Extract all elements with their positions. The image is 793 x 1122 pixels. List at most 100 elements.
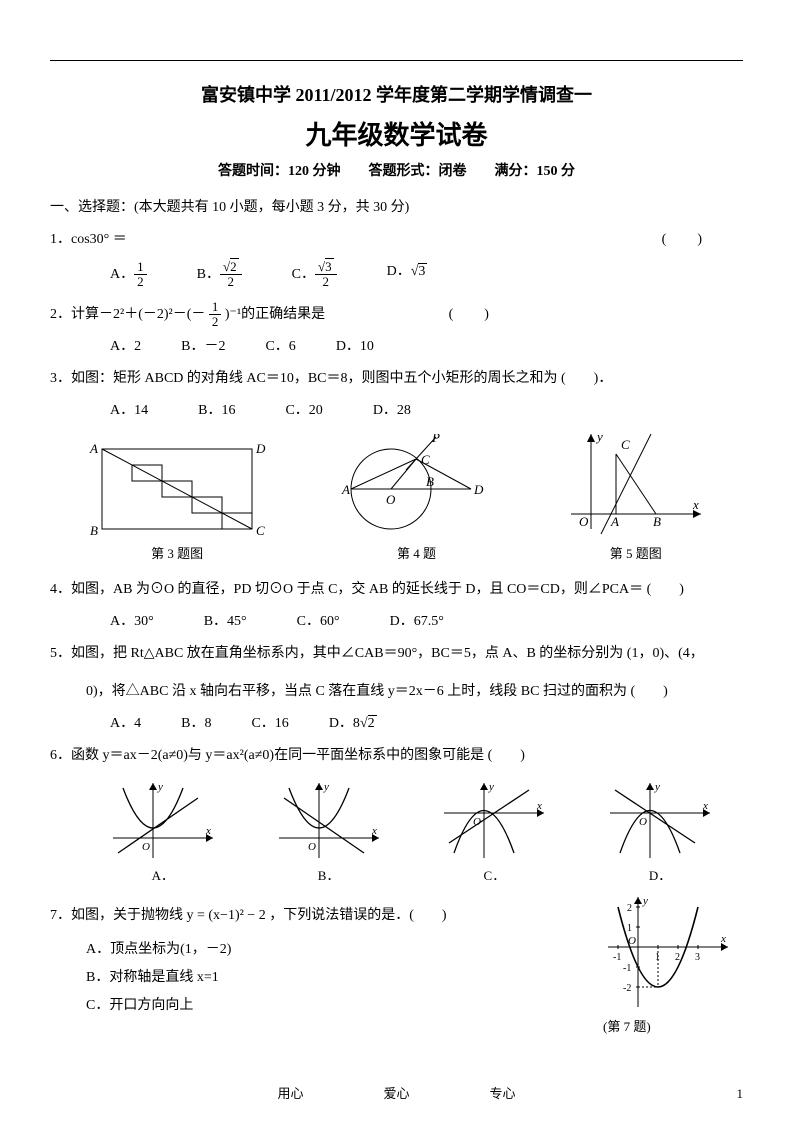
svg-text:2: 2 — [627, 903, 632, 914]
svg-text:A: A — [610, 514, 619, 529]
svg-text:y: y — [488, 781, 494, 793]
svg-text:x: x — [205, 825, 211, 837]
q5-A: A．4 — [110, 712, 141, 732]
svg-text:O: O — [308, 841, 316, 853]
q5-line1: 5．如图，把 Rt△ABC 放在直角坐标系内，其中∠CAB＝90°，BC＝5，点… — [50, 640, 743, 668]
fig5: O A B C x y 第 5 题图 — [561, 429, 711, 562]
q1-D: D．3 — [387, 260, 428, 290]
q7-C: C．开口方向向上 — [50, 994, 603, 1014]
q6-graph-D: x y O D． — [605, 778, 715, 884]
svg-text:y: y — [157, 781, 163, 793]
q4-D: D．67.5° — [390, 610, 444, 630]
q5-D: D．82 — [329, 712, 377, 732]
svg-text:O: O — [473, 816, 481, 828]
q4-A: A．30° — [110, 610, 154, 630]
q1-A: A．12 — [110, 260, 147, 290]
q1-text: 1．cos30° ＝ — [50, 232, 127, 247]
q1: 1．cos30° ＝ ( ) — [50, 226, 743, 254]
q7-graph: -1 1 2 3 1 2 -1 -2 O x y (第 7 题) — [603, 892, 743, 1035]
fig3: A D B C 第 3 题图 — [82, 439, 272, 562]
q1-C: C．32 — [292, 260, 337, 290]
svg-text:C: C — [621, 437, 630, 452]
q5-line2: 0)，将△ABC 沿 x 轴向右平移，当点 C 落在直线 y＝2x－6 上时，线… — [50, 678, 743, 706]
q3-C: C．20 — [285, 399, 322, 419]
q1-B: B．22 — [197, 260, 242, 290]
q3-B: B．16 — [198, 399, 235, 419]
fig4-cap: 第 4 题 — [336, 543, 496, 562]
svg-text:1: 1 — [655, 952, 660, 963]
q4-opts: A．30° B．45° C．60° D．67.5° — [50, 610, 743, 630]
q3-opts: A．14 B．16 C．20 D．28 — [50, 399, 743, 419]
fig3-svg: A D B C — [82, 439, 272, 539]
q6-C-cap: C． — [439, 865, 549, 884]
page-number: 1 — [737, 1086, 744, 1102]
svg-text:x: x — [692, 497, 699, 512]
q6-text: 6．函数 y＝ax－2(a≠0)与 y＝ax²(a≠0)在同一平面坐标系中的图象… — [50, 742, 743, 770]
fig5-cap: 第 5 题图 — [561, 543, 711, 562]
svg-text:-1: -1 — [613, 952, 621, 963]
q2-D: D．10 — [336, 335, 374, 355]
svg-text:O: O — [639, 816, 647, 828]
svg-text:O: O — [628, 935, 636, 947]
school-line: 富安镇中学 2011/2012 学年度第二学期学情调查一 — [50, 81, 743, 107]
q6-graph-A: x y O A． — [108, 778, 218, 884]
svg-text:B: B — [426, 474, 434, 489]
q2-paren: ( ) — [449, 307, 490, 322]
q3-D: D．28 — [373, 399, 411, 419]
q3-A: A．14 — [110, 399, 148, 419]
svg-text:B: B — [653, 514, 661, 529]
fig5-svg: O A B C x y — [561, 429, 711, 539]
svg-text:y: y — [323, 781, 329, 793]
q6-D-cap: D． — [605, 865, 715, 884]
q7-B: B．对称轴是直线 x=1 — [50, 966, 603, 986]
svg-text:A: A — [341, 482, 350, 497]
svg-text:O: O — [579, 514, 589, 529]
svg-text:-2: -2 — [623, 983, 631, 994]
paper-title: 九年级数学试卷 — [50, 115, 743, 152]
top-rule — [50, 60, 743, 61]
q6-graphs: x y O A． x y O B． x y O C． — [80, 778, 743, 884]
q6-graph-B: x y O B． — [274, 778, 384, 884]
footer-c: 专心 — [490, 1083, 516, 1102]
svg-text:x: x — [702, 800, 708, 812]
q6-graph-C: x y O C． — [439, 778, 549, 884]
q2-text: 2．计算－2²＋(－2)²－(－ — [50, 307, 205, 322]
q2-A: A．2 — [110, 335, 141, 355]
svg-text:2: 2 — [675, 952, 680, 963]
svg-text:D: D — [473, 482, 484, 497]
svg-text:D: D — [255, 441, 266, 456]
svg-text:1: 1 — [627, 923, 632, 934]
fig4: P C B A O D 第 4 题 — [336, 434, 496, 562]
q2-frac: 12 — [209, 300, 222, 330]
svg-text:C: C — [421, 452, 430, 467]
q6-A-cap: A． — [108, 865, 218, 884]
svg-text:-1: -1 — [623, 963, 631, 974]
svg-text:x: x — [536, 800, 542, 812]
svg-text:3: 3 — [695, 952, 700, 963]
q5-B: B．8 — [181, 712, 211, 732]
svg-text:y: y — [642, 895, 648, 907]
q6-B-cap: B． — [274, 865, 384, 884]
svg-text:y: y — [595, 429, 603, 444]
svg-text:x: x — [720, 933, 726, 945]
q5-opts: A．4 B．8 C．16 D．82 — [50, 712, 743, 732]
paper-info: 答题时间：120 分钟 答题形式：闭卷 满分：150 分 — [50, 160, 743, 180]
q4-C: C．60° — [297, 610, 340, 630]
svg-text:x: x — [371, 825, 377, 837]
fig3-cap: 第 3 题图 — [82, 543, 272, 562]
footer-a: 用心 — [277, 1083, 303, 1102]
q2-opts: A．2 B．－2 C．6 D．10 — [50, 335, 743, 355]
svg-text:A: A — [89, 441, 98, 456]
q4-B: B．45° — [204, 610, 247, 630]
q7: 7．如图，关于抛物线 y = (x−1)² − 2 ，下列说法错误的是．( ) … — [50, 892, 743, 1035]
q2-C: C．6 — [265, 335, 295, 355]
footer: 用心 爱心 专心 — [0, 1083, 793, 1102]
figures-row: A D B C 第 3 题图 P C B A O D 第 4 题 — [50, 429, 743, 562]
svg-text:y: y — [654, 781, 660, 793]
svg-text:P: P — [431, 434, 440, 445]
q2-B: B．－2 — [181, 335, 225, 355]
section-1-title: 一、选择题：(本大题共有 10 小题，每小题 3 分，共 30 分) — [50, 196, 743, 216]
svg-text:O: O — [142, 841, 150, 853]
q1-paren: ( ) — [662, 226, 703, 254]
q2: 2．计算－2²＋(－2)²－(－ 12 )⁻¹的正确结果是 ( ) — [50, 300, 743, 330]
